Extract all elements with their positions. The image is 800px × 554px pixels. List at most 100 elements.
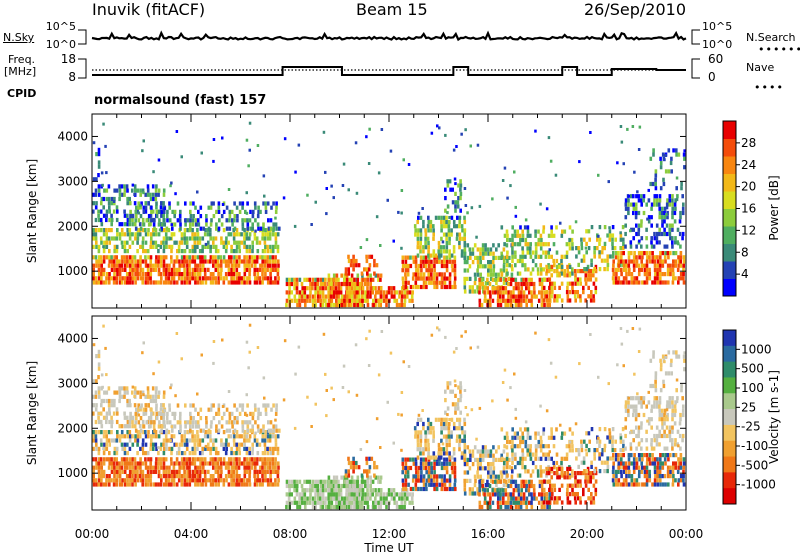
power-cell: [233, 236, 236, 240]
power-cell: [212, 272, 215, 276]
power-cell: [478, 282, 481, 286]
velocity-cell: [325, 488, 328, 492]
power-cell: [160, 259, 163, 263]
velocity-cell: [402, 483, 405, 487]
power-cell: [256, 280, 259, 284]
velocity-cell: [490, 475, 493, 479]
power-cell: [479, 273, 482, 277]
power-cell: [242, 227, 245, 231]
power-cell: [314, 299, 317, 303]
velocity-cell: [584, 479, 587, 483]
power-cell: [217, 264, 220, 268]
velocity-cell: [95, 443, 98, 447]
velocity-cell: [270, 429, 273, 433]
power-cell: [415, 272, 418, 276]
velocity-cell: [183, 434, 186, 438]
power-cell: [267, 276, 270, 280]
power-cell: [209, 259, 212, 263]
power-cell: [353, 299, 356, 303]
power-cell: [233, 259, 236, 263]
power-cell: [220, 259, 223, 263]
velocity-cell: [101, 424, 104, 428]
power-cell: [104, 145, 107, 148]
power-cell: [504, 303, 507, 307]
velocity-cell: [585, 431, 588, 435]
power-cell: [269, 272, 272, 276]
power-cell: [257, 206, 260, 210]
power-cell: [230, 245, 233, 249]
power-cell: [397, 211, 400, 214]
power-cell: [666, 203, 669, 207]
power-cell: [261, 255, 264, 259]
velocity-cell: [524, 427, 527, 431]
power-cell: [188, 268, 191, 272]
power-cell: [543, 298, 546, 302]
power-cell: [663, 158, 666, 161]
power-cell: [530, 290, 533, 294]
velocity-cell: [239, 412, 242, 416]
velocity-cell: [593, 448, 596, 452]
power-cell: [184, 222, 187, 226]
velocity-cell: [192, 403, 195, 407]
power-cell: [243, 236, 246, 240]
power-cell: [347, 255, 350, 259]
power-cell: [443, 256, 446, 260]
velocity-cell: [225, 466, 228, 470]
velocity-cell: [464, 430, 467, 434]
velocity-cell: [556, 496, 559, 500]
power-cell: [163, 189, 166, 193]
power-cell: [233, 218, 236, 222]
velocity-cell: [192, 416, 195, 420]
velocity-cell: [556, 453, 559, 457]
power-cell: [454, 182, 457, 185]
power-cell: [306, 299, 309, 303]
power-cell: [113, 189, 116, 193]
velocity-cell: [420, 466, 423, 470]
power-cell: [590, 269, 593, 273]
velocity-cell: [215, 438, 218, 442]
velocity-cell: [294, 497, 297, 501]
velocity-cell: [401, 505, 404, 509]
velocity-cell: [417, 487, 420, 491]
power-cell: [593, 246, 596, 250]
power-cell: [650, 236, 653, 240]
velocity-cell: [160, 478, 163, 482]
power-cell: [278, 227, 281, 231]
power-cell: [251, 249, 254, 253]
power-cell: [556, 298, 559, 302]
velocity-cell: [512, 501, 515, 505]
power-cell: [564, 230, 567, 234]
power-cell: [131, 259, 134, 263]
power-cell: [354, 295, 357, 299]
power-cell: [264, 268, 267, 272]
power-cell: [433, 264, 436, 268]
power-cell: [114, 268, 117, 272]
power-cell: [553, 234, 556, 238]
velocity-cell: [103, 451, 106, 455]
power-cell: [225, 236, 228, 240]
velocity-cell: [593, 469, 596, 473]
velocity-cell: [95, 379, 98, 383]
velocity-cell: [239, 403, 242, 407]
velocity-cell: [108, 438, 111, 442]
power-cell: [446, 245, 449, 249]
power-cell: [148, 222, 151, 226]
power-cell: [157, 193, 160, 197]
power-cell: [420, 256, 423, 260]
power-cell: [590, 290, 593, 294]
power-cell: [492, 290, 495, 294]
power-cell: [440, 245, 443, 249]
power-cell: [625, 215, 628, 219]
power-cell: [366, 272, 369, 276]
power-cell: [129, 255, 132, 259]
velocity-cell: [425, 483, 428, 487]
power-cell: [137, 189, 140, 193]
power-cell: [165, 255, 168, 259]
power-cell: [436, 124, 439, 127]
power-cell: [566, 251, 569, 255]
power-cell: [207, 268, 210, 272]
power-cell: [492, 268, 495, 272]
power-cell: [221, 222, 224, 226]
power-cell: [606, 259, 609, 263]
power-cell: [210, 222, 213, 226]
